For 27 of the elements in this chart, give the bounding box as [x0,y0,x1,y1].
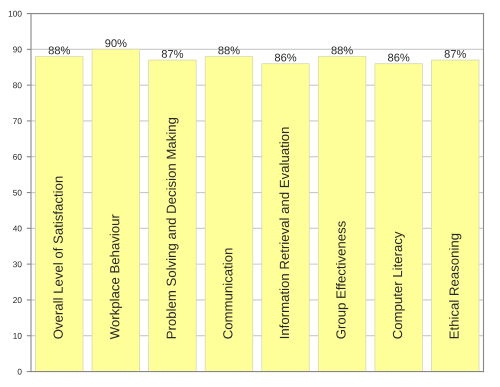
x-tick-label: Overall Level of Satisfaction [53,176,63,339]
y-tick-label: 40 [12,226,22,232]
y-tick-label: 10 [13,332,22,339]
x-tick-label: Computer Literacy [392,232,405,339]
data-label: 87% [162,50,184,58]
data-label: 88% [331,46,353,54]
y-tick-label: 60 [13,154,22,160]
data-label: 86% [388,54,410,62]
x-tick-label: Group Effectiveness [336,221,348,339]
data-label: 90% [105,39,127,48]
x-tick-label: Communication [222,248,233,339]
data-label: 86% [274,54,296,62]
data-label: 88% [218,46,240,54]
x-tick-label: Workplace Behaviour [110,214,122,340]
y-tick-label: 70 [13,118,22,124]
y-tick-label: 50 [13,190,22,196]
x-tick-label: Ethical Reasoning [449,234,462,338]
y-tick-label: 100 [8,10,22,17]
y-tick-label: 90 [13,46,22,52]
y-tick-label: 30 [13,261,22,268]
data-label: 87% [444,50,466,58]
y-tick-label: 20 [13,297,22,304]
y-tick-label: 80 [13,82,22,88]
data-label: 88% [48,46,70,54]
x-tick-label: Problem Solving and Decision Making [166,118,179,338]
x-tick-label: Information Retrieval and Evaluation [279,127,290,338]
y-tick-label: 0 [18,368,22,375]
